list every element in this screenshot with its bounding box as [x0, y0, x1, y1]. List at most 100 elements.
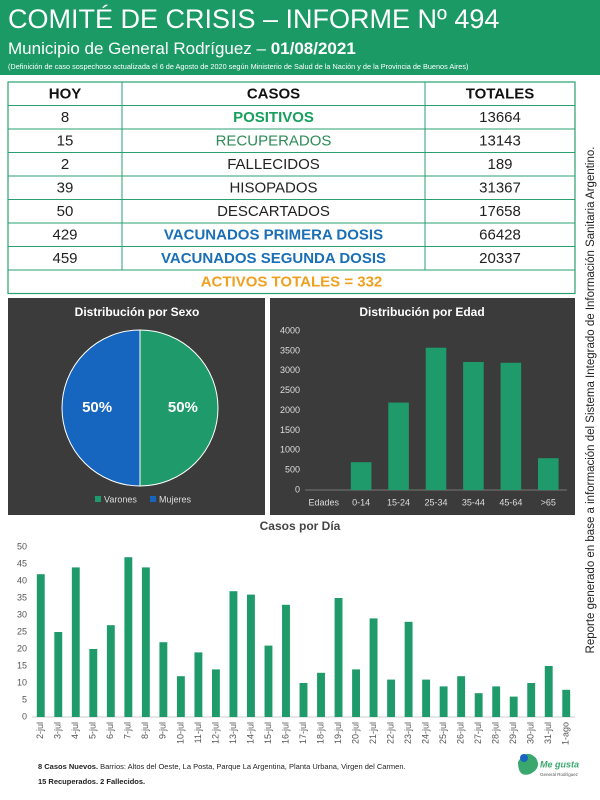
legend-label: Mujeres: [159, 494, 192, 504]
bar: [537, 458, 559, 490]
bar: [299, 683, 308, 717]
x-tick-label: 11-jul: [193, 722, 203, 743]
bar: [317, 672, 325, 717]
x-tick-label: 45-64: [499, 497, 522, 507]
y-tick-label: 2500: [280, 385, 300, 395]
x-tick-label: 4-jul: [70, 722, 80, 739]
active-total: ACTIVOS TOTALES = 332: [201, 274, 383, 291]
y-tick-label: 45: [17, 558, 27, 568]
bar: [247, 594, 255, 717]
x-tick-label: >65: [541, 497, 556, 507]
bar: [124, 557, 133, 717]
subtitle-text: Municipio de General Rodríguez –: [8, 39, 271, 58]
x-tick-label: 15-24: [387, 497, 410, 507]
bar: [282, 604, 290, 717]
x-tick-label: 25-34: [424, 497, 447, 507]
y-tick-label: 500: [285, 465, 300, 475]
x-tick-label: 13-jul: [228, 722, 238, 744]
x-tick-label: 29-jul: [508, 722, 518, 744]
bar: [352, 669, 360, 717]
x-tick-label: 24-jul: [420, 722, 430, 744]
bar: [509, 696, 518, 717]
case-number: 15: [57, 133, 74, 150]
case-number: 20337: [479, 250, 521, 267]
age-panel: [270, 298, 575, 515]
bar: [36, 574, 45, 717]
subtitle: Municipio de General Rodríguez – 01/08/2…: [8, 39, 356, 58]
x-tick-label: 14-jul: [245, 722, 255, 744]
x-tick-label: 26-jul: [456, 722, 466, 744]
case-label: RECUPERADOS: [216, 133, 332, 150]
bar: [211, 669, 220, 717]
report-date: 01/08/2021: [271, 39, 356, 58]
case-number: 8: [61, 109, 69, 126]
x-tick-label: 25-jul: [438, 722, 448, 744]
y-tick-label: 5: [22, 694, 27, 704]
legend-swatch: [95, 496, 101, 502]
x-tick-label: 28-jul: [491, 722, 501, 744]
y-tick-label: 3000: [280, 365, 300, 375]
case-number: 189: [487, 156, 512, 173]
y-tick-label: 1500: [280, 425, 300, 435]
x-tick-label: 22-jul: [385, 722, 395, 744]
x-tick-label: 31-jul: [543, 722, 553, 744]
bar: [89, 649, 98, 717]
case-number: 31367: [479, 180, 521, 197]
x-tick-label: 1-ago: [561, 722, 571, 745]
column-header: TOTALES: [466, 86, 535, 103]
case-label: HISOPADOS: [229, 180, 317, 197]
y-tick-label: 1000: [280, 445, 300, 455]
x-tick-label: 5-jul: [88, 722, 98, 739]
note: (Definición de caso sospechoso actualiza…: [8, 62, 468, 71]
table-border: [7, 81, 576, 295]
chart-title: Distribución por Sexo: [75, 305, 200, 319]
bar: [388, 402, 409, 490]
bar: [562, 689, 571, 717]
bar: [350, 462, 372, 490]
case-number: 13143: [479, 133, 521, 150]
y-tick-label: 50: [17, 541, 27, 551]
bar: [54, 632, 63, 717]
x-tick-label: 19-jul: [333, 722, 343, 744]
logo-name: Me gusta: [540, 759, 579, 769]
case-label: FALLECIDOS: [227, 156, 320, 173]
case-number: 50: [57, 203, 74, 220]
bar: [387, 679, 396, 717]
logo-place: General Rodríguez: [540, 772, 579, 777]
y-tick-label: 2000: [280, 405, 300, 415]
footer-line: 8 Casos Nuevos. Barrios: Altos del Oeste…: [38, 762, 406, 771]
bar: [544, 666, 553, 717]
bar: [422, 679, 431, 717]
y-tick-label: 3500: [280, 345, 300, 355]
column-header: CASOS: [247, 86, 300, 103]
case-number: 39: [57, 180, 74, 197]
case-label: POSITIVOS: [233, 109, 314, 126]
x-tick-label: 20-jul: [350, 722, 360, 744]
y-tick-label: 30: [17, 609, 27, 619]
barrios: Barrios: Altos del Oeste, La Posta, Parq…: [98, 762, 406, 771]
bar: [404, 621, 413, 717]
chart-title: Distribución por Edad: [359, 305, 484, 319]
case-number: 13664: [479, 109, 521, 126]
chart-title: Casos por Día: [260, 519, 341, 533]
x-tick-label: 2-jul: [35, 722, 45, 739]
x-tick-label: 6-jul: [105, 722, 115, 739]
legend-swatch: [150, 496, 156, 502]
x-tick-label: 8-jul: [140, 722, 150, 739]
title: COMITÉ DE CRISIS – INFORME Nº 494: [8, 4, 499, 34]
x-axis-label: Edades: [308, 497, 339, 507]
x-tick-label: 23-jul: [403, 722, 413, 744]
bar: [71, 567, 80, 717]
pie-slice: [61, 329, 141, 487]
bar: [369, 618, 378, 717]
x-tick-label: 35-44: [462, 497, 485, 507]
case-number: 459: [52, 250, 77, 267]
case-label: DESCARTADOS: [217, 203, 330, 220]
bar: [439, 686, 448, 717]
bar: [457, 676, 466, 717]
bar: [159, 642, 168, 717]
x-tick-label: 30-jul: [526, 722, 536, 744]
case-number: 66428: [479, 227, 521, 244]
case-number: 429: [52, 227, 77, 244]
